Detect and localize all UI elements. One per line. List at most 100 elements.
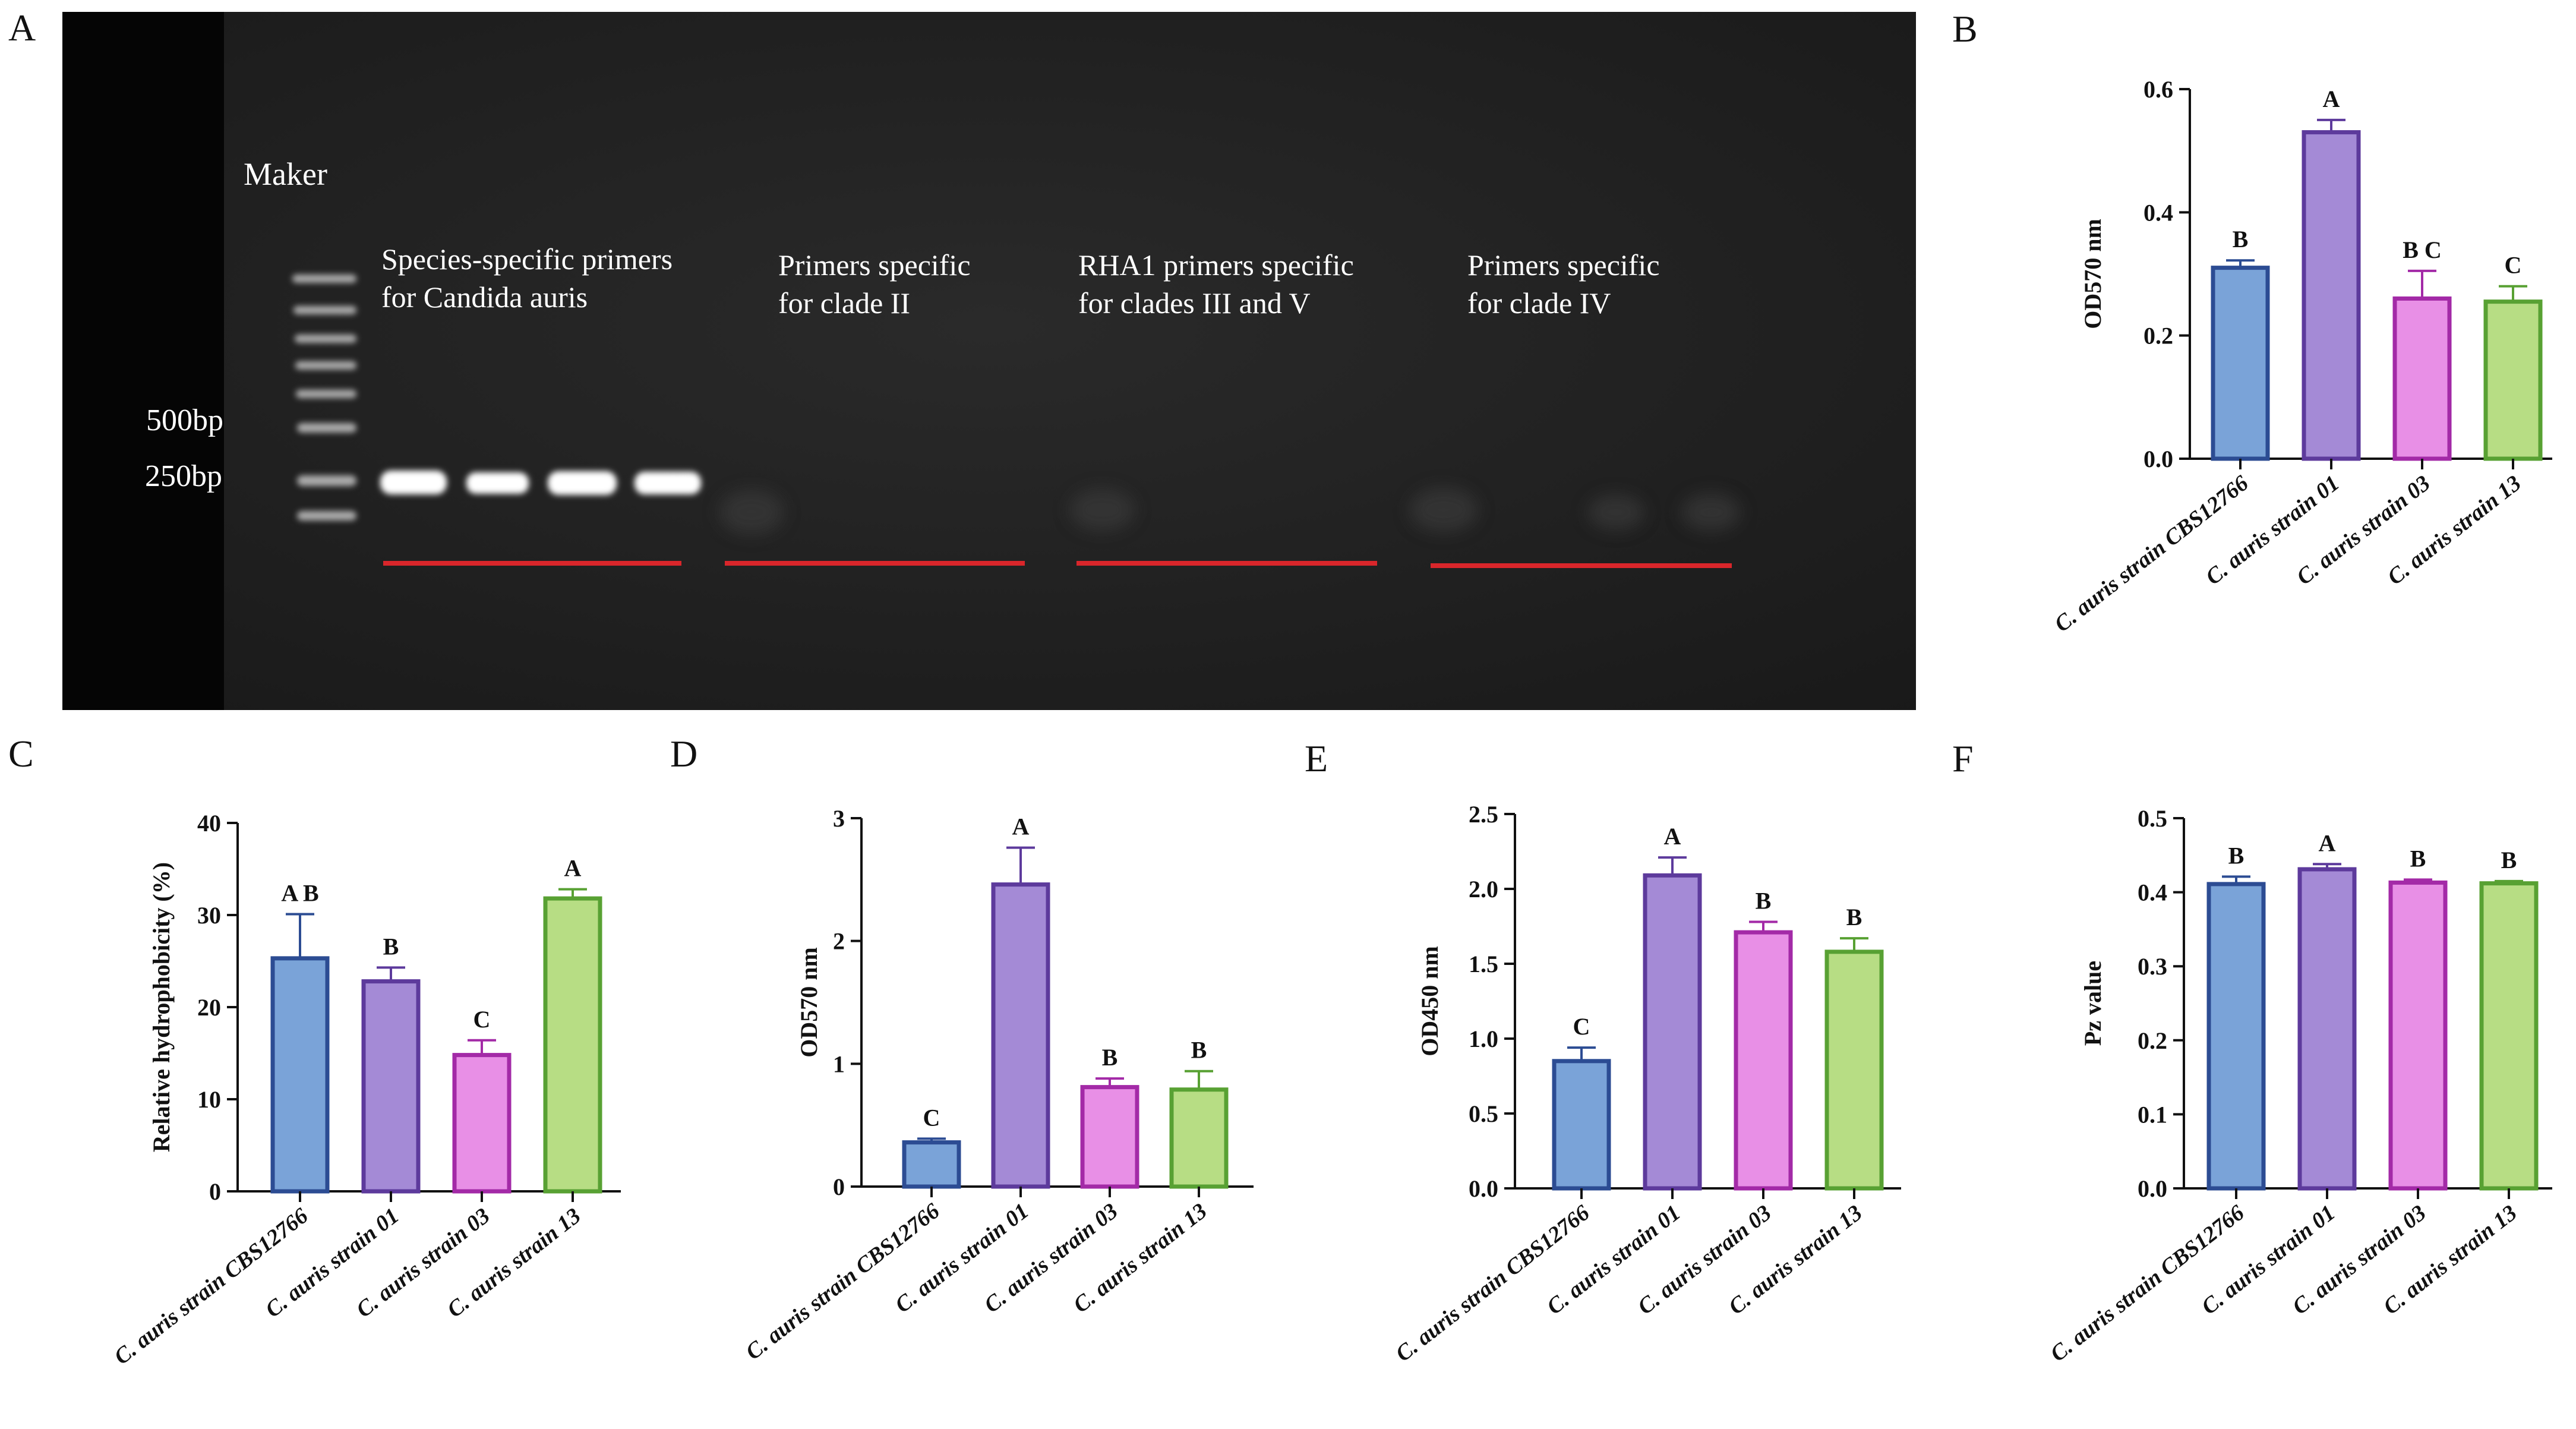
ladder-band bbox=[296, 390, 356, 398]
bar bbox=[1643, 873, 1702, 1191]
significance-label: B bbox=[1191, 1037, 1207, 1064]
y-axis-label: OD450 nm bbox=[1416, 946, 1443, 1056]
faint-smear bbox=[1587, 494, 1644, 530]
faint-smears bbox=[719, 487, 1741, 535]
y-tick-label: 0.5 bbox=[1469, 1100, 1498, 1127]
significance-label: A B bbox=[281, 879, 318, 906]
product-band bbox=[466, 472, 529, 494]
y-tick-label: 0.6 bbox=[2143, 76, 2173, 103]
product-band bbox=[634, 472, 701, 494]
product-band bbox=[380, 471, 447, 494]
ladder-band bbox=[295, 361, 356, 370]
y-tick-label: 0 bbox=[209, 1178, 221, 1205]
group-label-line: for clades III and V bbox=[1078, 286, 1311, 320]
panel-label-d: D bbox=[670, 733, 698, 775]
bar bbox=[452, 1053, 512, 1194]
bar bbox=[1552, 1059, 1611, 1191]
bar bbox=[2297, 867, 2357, 1191]
bar bbox=[2302, 130, 2361, 461]
bar bbox=[902, 1140, 961, 1189]
size-label-250: 250bp bbox=[145, 459, 222, 493]
y-tick-label: 1.5 bbox=[1469, 951, 1498, 977]
y-tick-label: 10 bbox=[197, 1086, 221, 1113]
group-label-line: RHA1 primers specific bbox=[1078, 248, 1354, 282]
y-tick-label: 0.0 bbox=[2143, 446, 2173, 472]
y-tick-label: 0.2 bbox=[2138, 1027, 2167, 1054]
significance-label: B bbox=[2233, 226, 2249, 253]
group-label-line: for clade II bbox=[778, 286, 911, 320]
bar bbox=[2388, 880, 2448, 1191]
panel-label-f: F bbox=[1952, 737, 1974, 780]
significance-label: B bbox=[2228, 842, 2244, 869]
y-tick-label: 2.0 bbox=[1469, 876, 1498, 903]
marker-ladder bbox=[292, 275, 356, 521]
gel-left-strip bbox=[62, 12, 224, 710]
bar bbox=[361, 979, 421, 1194]
product-band bbox=[548, 471, 617, 495]
group-label-line: Species-specific primers bbox=[381, 242, 673, 276]
y-axis-label: OD570 nm bbox=[795, 947, 822, 1058]
y-tick-label: 0.5 bbox=[2138, 805, 2167, 832]
y-axis-label: Relative hydrophobicity (%) bbox=[148, 862, 175, 1152]
y-tick-label: 0.3 bbox=[2138, 953, 2167, 980]
significance-label: B bbox=[2501, 847, 2517, 873]
y-tick-label: 0 bbox=[833, 1174, 845, 1200]
significance-label: B bbox=[1846, 904, 1862, 930]
faint-smear bbox=[1069, 488, 1135, 531]
faint-smear bbox=[1681, 493, 1741, 531]
bar bbox=[2479, 881, 2539, 1191]
y-tick-label: 40 bbox=[197, 810, 221, 837]
group-label-clade-iv: Primers specific for clade IV bbox=[1467, 246, 1660, 322]
significance-label: B C bbox=[2403, 236, 2442, 263]
significance-label: A bbox=[564, 855, 582, 882]
y-tick-label: 0.4 bbox=[2138, 879, 2167, 906]
significance-label: A bbox=[2319, 829, 2336, 856]
significance-label: B bbox=[2410, 845, 2426, 872]
bar bbox=[1824, 949, 1884, 1191]
group-label-line: Primers specific bbox=[778, 248, 971, 282]
gel-background bbox=[62, 12, 1916, 710]
y-tick-label: 3 bbox=[833, 805, 845, 832]
significance-label: B bbox=[1756, 887, 1772, 914]
ladder-band bbox=[292, 275, 356, 283]
bar bbox=[1169, 1087, 1229, 1189]
y-tick-label: 0.0 bbox=[2138, 1175, 2167, 1202]
ladder-band bbox=[295, 335, 356, 343]
significance-label: C bbox=[923, 1104, 940, 1131]
faint-smear bbox=[1409, 487, 1478, 532]
group-label-species: Species-specific primers for Candida aur… bbox=[381, 240, 673, 316]
y-tick-label: 0.4 bbox=[2143, 199, 2173, 226]
y-tick-label: 0.0 bbox=[1469, 1175, 1498, 1202]
y-tick-label: 1.0 bbox=[1469, 1026, 1498, 1052]
significance-label: B bbox=[1102, 1044, 1118, 1071]
significance-label: B bbox=[383, 933, 399, 960]
y-axis-label: Pz value bbox=[2079, 961, 2106, 1046]
significance-label: A bbox=[1664, 823, 1681, 850]
bar bbox=[2206, 882, 2266, 1191]
bar bbox=[543, 896, 602, 1194]
y-tick-label: 0.2 bbox=[2143, 323, 2173, 349]
group-label-clades-iii-v: RHA1 primers specific for clades III and… bbox=[1078, 246, 1354, 322]
ladder-band bbox=[297, 511, 356, 521]
size-label-500: 500bp bbox=[146, 403, 223, 437]
bar bbox=[2392, 296, 2452, 461]
product-bands bbox=[380, 471, 701, 495]
panel-label-b: B bbox=[1952, 8, 1978, 50]
marker-label: Maker bbox=[244, 156, 327, 192]
significance-label: C bbox=[1573, 1013, 1590, 1040]
ladder-band bbox=[293, 306, 356, 314]
y-axis-label: OD570 nm bbox=[2079, 219, 2106, 329]
group-label-line: for clade IV bbox=[1467, 286, 1611, 320]
significance-label: A bbox=[2323, 86, 2340, 112]
y-tick-label: 30 bbox=[197, 902, 221, 929]
group-label-clade-ii: Primers specific for clade II bbox=[778, 246, 971, 322]
significance-label: C bbox=[473, 1006, 491, 1033]
y-tick-label: 1 bbox=[833, 1051, 845, 1077]
ladder-band bbox=[297, 475, 356, 486]
bar bbox=[2483, 299, 2543, 461]
bar bbox=[270, 956, 330, 1194]
ladder-band bbox=[297, 423, 356, 433]
